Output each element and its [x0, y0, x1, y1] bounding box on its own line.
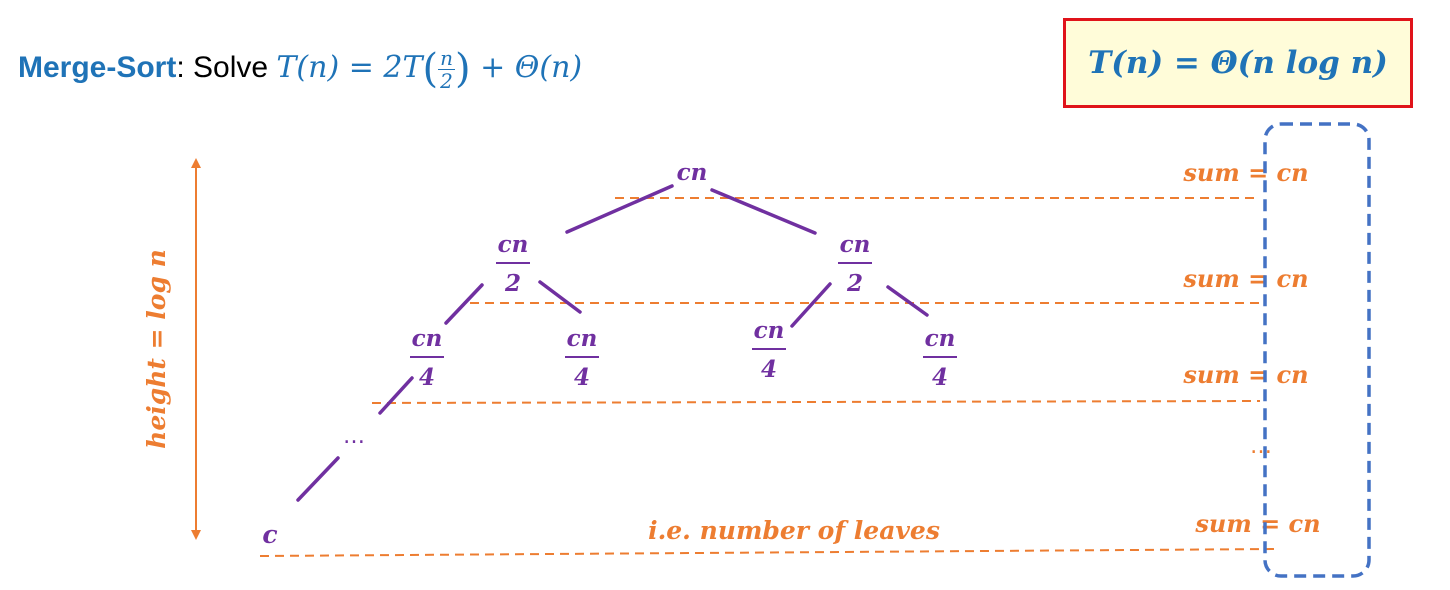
node-level2-3: cn 4 [752, 317, 786, 383]
node-denominator: 4 [761, 356, 777, 383]
node-level1-right: cn 2 [838, 231, 872, 297]
tree-edges [296, 184, 929, 502]
edge-root-right [710, 188, 817, 235]
recurrence-rhs: + Θ(n) [470, 50, 583, 85]
edge-root-left [565, 184, 674, 234]
leaves-label: i.e. number of leaves [648, 516, 940, 545]
level-sum-2: sum = cn [1182, 360, 1308, 389]
recurrence-lhs: T(n) = 2T [276, 50, 423, 85]
node-level2-4: cn 4 [923, 325, 957, 391]
level-sum-0: sum = cn [1182, 158, 1308, 187]
node-numerator: cn [412, 325, 443, 352]
edge-leaf-2 [296, 456, 340, 502]
result-box: T(n) = Θ(n log n) [1063, 18, 1413, 108]
node-denominator: 2 [504, 270, 521, 297]
sum-highlight-box [1263, 122, 1371, 578]
node-numerator: cn [840, 231, 871, 258]
tree-ellipsis: … [343, 424, 365, 449]
sum-ellipsis: … [1250, 434, 1272, 459]
root-node: cn [677, 159, 708, 186]
node-denominator: 2 [846, 270, 863, 297]
edge-l-left [444, 283, 484, 325]
node-numerator: cn [754, 317, 785, 344]
node-level1-left: cn 2 [496, 231, 530, 297]
level-line-leaves [259, 548, 1276, 557]
level-line-2 [371, 400, 1261, 404]
node-denominator: 4 [574, 364, 590, 391]
slide-title: Merge-Sort: Solve T(n) = 2T(n 2) + Θ(n) [18, 45, 583, 93]
level-sum-1: sum = cn [1182, 264, 1308, 293]
edge-leaf-1 [378, 376, 414, 415]
level-lines [259, 197, 1276, 557]
fraction-denominator: 2 [440, 68, 453, 93]
node-denominator: 4 [932, 364, 948, 391]
algorithm-name: Merge-Sort [18, 51, 177, 84]
edge-l-right [538, 280, 582, 314]
node-numerator: cn [925, 325, 956, 352]
fraction-numerator: n [438, 45, 455, 70]
edge-r-left [790, 282, 832, 328]
node-numerator: cn [498, 231, 529, 258]
result-formula: T(n) = Θ(n log n) [1088, 45, 1388, 81]
node-denominator: 4 [419, 364, 435, 391]
height-label: height = log n [142, 249, 171, 449]
leaf-node: c [262, 520, 277, 549]
node-level2-2: cn 4 [565, 325, 599, 391]
solve-text: : Solve [176, 51, 277, 84]
edge-r-right [886, 285, 929, 317]
level-sum-leaves: sum = cn [1194, 509, 1320, 538]
node-numerator: cn [567, 325, 598, 352]
node-level2-1: cn 4 [410, 325, 444, 391]
